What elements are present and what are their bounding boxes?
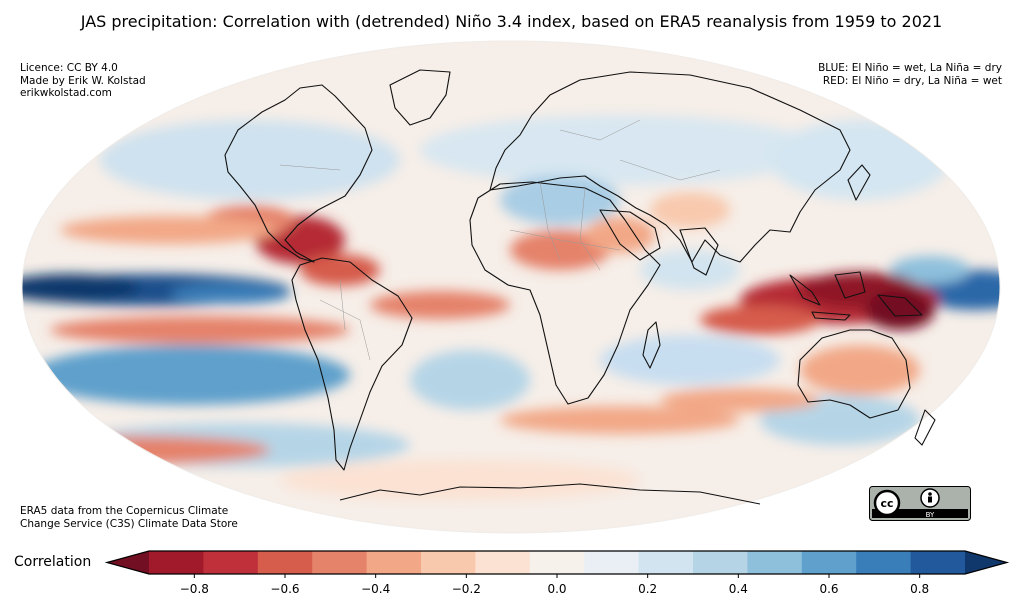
colorbar-segment xyxy=(203,551,259,574)
colorbar-segment xyxy=(910,551,966,574)
colorbar-label: Correlation xyxy=(14,554,92,570)
coastlines xyxy=(224,69,936,505)
coast-africa xyxy=(469,181,661,405)
country-borders xyxy=(279,119,721,361)
colorbar-segment xyxy=(693,551,748,574)
badge-bottom-bar xyxy=(872,509,968,518)
colorbar-segment xyxy=(421,551,476,574)
coast-java xyxy=(811,311,851,321)
colorbar-segment xyxy=(366,551,422,574)
coast-south-america xyxy=(291,257,413,471)
coast-new-zealand xyxy=(914,409,936,446)
colorbar-segment xyxy=(747,551,803,574)
colorbar-segment xyxy=(149,551,204,574)
legend-blue-line: BLUE: El Niño = wet, La Niña = dry xyxy=(818,62,1002,74)
coast-sumatra xyxy=(789,274,821,306)
coast-greenland xyxy=(389,69,451,126)
colorbar: −0.8 −0.6 −0.4 −0.2 0.0 0.2 0.4 0.6 0.8 xyxy=(104,550,1010,596)
by-label: BY xyxy=(926,511,935,519)
colorbar-segment xyxy=(529,551,585,574)
author-line: Made by Erik W. Kolstad xyxy=(20,74,146,87)
coast-borneo xyxy=(834,271,866,299)
colorbar-ticks: −0.8 −0.6 −0.4 −0.2 0.0 0.2 0.4 0.6 0.8 xyxy=(180,574,929,596)
coast-india xyxy=(679,227,719,276)
colorbar-tick-label: −0.6 xyxy=(270,582,299,596)
colorbar-segments xyxy=(104,550,1010,575)
cc-by-license-badge: cc BY xyxy=(869,486,971,521)
colorbar-outline xyxy=(104,550,1010,575)
license-line: Licence: CC BY 4.0 xyxy=(20,62,118,74)
colorbar-tick-label: 0.2 xyxy=(638,582,657,596)
data-source-line-2: Change Service (C3S) Climate Data Store xyxy=(20,517,238,530)
colorbar-tick-label: 0.6 xyxy=(819,582,838,596)
colorbar-segment xyxy=(257,551,313,574)
coast-japan xyxy=(847,164,871,201)
data-source-line-1: ERA5 data from the Copernicus Climate xyxy=(20,505,229,517)
website-line: erikwkolstad.com xyxy=(20,87,112,99)
coast-new-guinea xyxy=(877,294,923,317)
legend-red-line: RED: El Niño = dry, La Niña = wet xyxy=(822,74,1002,87)
colorbar-segment xyxy=(475,551,531,574)
colorbar-tick-label: 0.4 xyxy=(729,582,748,596)
colorbar-segment xyxy=(312,551,368,574)
colorbar-tick-label: 0.0 xyxy=(547,582,566,596)
colorbar-segment xyxy=(584,551,640,574)
colorbar-segment xyxy=(856,551,912,574)
coast-eurasia xyxy=(489,71,851,263)
colorbar-tick-label: 0.8 xyxy=(910,582,929,596)
cc-icon xyxy=(873,489,901,517)
colorbar-min-arrow xyxy=(107,551,149,574)
cc-icon-text: cc xyxy=(880,497,893,510)
map-title: JAS precipitation: Correlation with (det… xyxy=(80,12,943,31)
globe-outline xyxy=(21,40,1001,534)
colorbar-tick-label: −0.8 xyxy=(180,582,209,596)
colorbar-segment xyxy=(801,551,857,574)
coast-madagascar xyxy=(642,321,661,369)
colorbar-tick-label: −0.4 xyxy=(361,582,390,596)
colorbar-segment xyxy=(638,551,694,574)
coast-antarctica xyxy=(339,483,761,505)
colorbar-tick-label: −0.2 xyxy=(452,582,481,596)
coast-australia xyxy=(797,329,911,419)
coast-north-america xyxy=(224,84,373,263)
license-credits: Licence: CC BY 4.0 Made by Erik W. Kolst… xyxy=(20,62,146,100)
coast-arabia xyxy=(599,209,661,261)
data-source-credits: ERA5 data from the Copernicus Climate Ch… xyxy=(20,505,238,530)
colorbar-max-arrow xyxy=(965,551,1007,574)
color-meaning-legend: BLUE: El Niño = wet, La Niña = dry RED: … xyxy=(818,62,1002,87)
